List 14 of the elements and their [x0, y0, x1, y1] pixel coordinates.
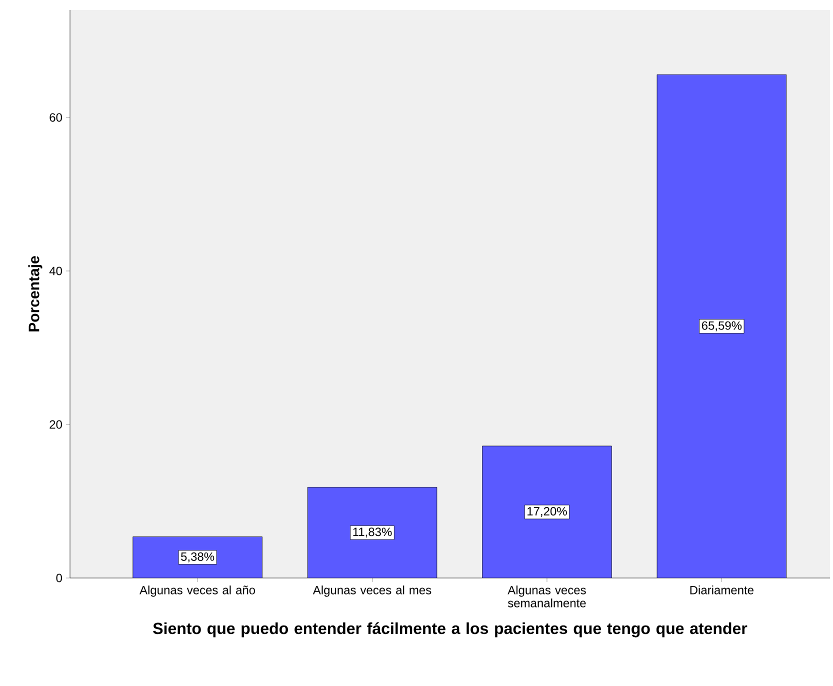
- x-tick-label: Algunas veces semanalmente: [508, 586, 586, 608]
- data-label: 65,59%: [702, 321, 742, 332]
- y-tick-label: 0: [56, 574, 62, 582]
- x-tick-label: Algunas veces al mes: [312, 586, 432, 597]
- x-axis-title: Siento que puedo entender fácilmente a los pacientes que tengo que atender: [153, 622, 748, 638]
- data-label: 17,20%: [528, 507, 567, 517]
- x-tick-label: Diariamente: [690, 586, 754, 594]
- x-tick-label: Algunas veces al año: [140, 586, 256, 597]
- y-tick-label: 60: [50, 113, 62, 122]
- y-tick-label: 20: [50, 420, 62, 429]
- data-label: 5,38%: [181, 552, 214, 562]
- y-axis-title: Porcentaje: [28, 256, 42, 332]
- y-tick-label: 40: [49, 266, 62, 276]
- data-label: 11,83%: [353, 528, 392, 538]
